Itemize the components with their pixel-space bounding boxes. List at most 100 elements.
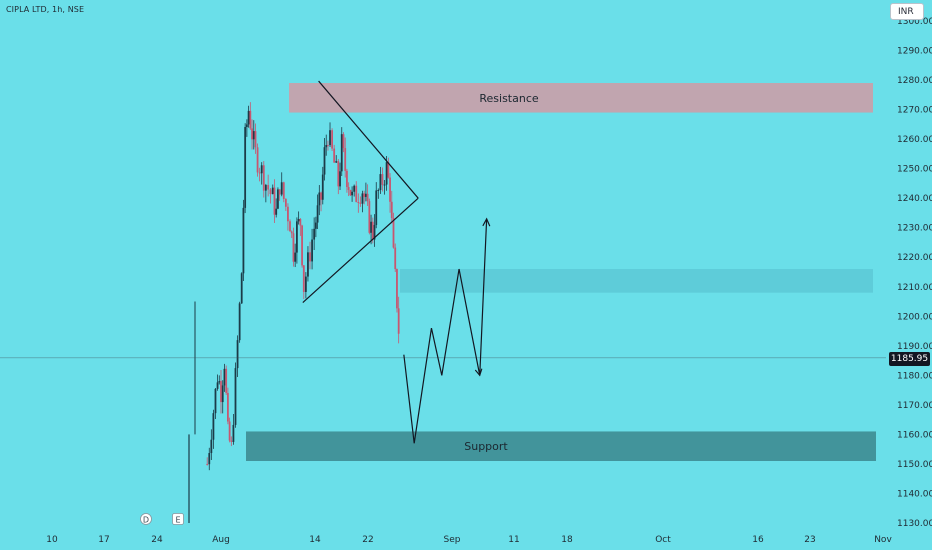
- candle-up: [383, 184, 386, 186]
- projection-arrowhead-secondary: [474, 368, 483, 377]
- candle-up: [323, 147, 326, 175]
- candle-down: [289, 221, 291, 232]
- currency-selector[interactable]: INR: [890, 3, 924, 20]
- candle-down: [392, 218, 395, 248]
- x-tick-label: 18: [561, 535, 573, 545]
- candle-up: [318, 192, 321, 206]
- projection-path[interactable]: [403, 218, 488, 444]
- candle-down: [292, 233, 295, 262]
- marker-letter: E: [175, 516, 180, 525]
- candle-down: [262, 165, 265, 191]
- dividend-marker[interactable]: [140, 513, 152, 525]
- y-tick-label: 1290.00: [897, 47, 932, 57]
- x-tick-label: Aug: [212, 535, 230, 545]
- candle-down: [267, 184, 270, 190]
- candle-up: [238, 303, 241, 341]
- candle-down: [342, 134, 345, 149]
- candle-up: [214, 388, 217, 414]
- x-tick-label: 17: [98, 535, 109, 545]
- candle-up: [294, 252, 297, 262]
- candle-up: [370, 221, 372, 233]
- candle-up: [212, 413, 215, 440]
- candle-up: [260, 165, 263, 174]
- x-tick-label: Sep: [444, 535, 461, 545]
- y-tick-label: 1190.00: [897, 342, 932, 352]
- x-tick-label: 11: [508, 535, 519, 545]
- candle-up: [377, 190, 380, 192]
- y-tick-label: 1240.00: [897, 194, 932, 204]
- zone-resistance: [289, 83, 873, 113]
- triangle-upper-line[interactable]: [318, 80, 419, 199]
- candle-up: [361, 193, 364, 204]
- candle-up: [245, 124, 248, 128]
- y-tick-label: 1210.00: [897, 283, 932, 293]
- candle-up: [325, 145, 328, 148]
- candle-down: [206, 463, 209, 465]
- candle-down: [381, 174, 384, 185]
- candle-up: [234, 368, 237, 425]
- candle-down: [301, 225, 303, 266]
- candle-down: [397, 308, 400, 334]
- candle-up: [216, 382, 219, 389]
- candle-down: [254, 131, 257, 148]
- zone-support: [246, 431, 876, 461]
- candle-up: [218, 381, 221, 383]
- y-tick-label: 1300.00: [897, 17, 932, 27]
- x-tick-label: Oct: [655, 535, 671, 545]
- candle-down: [333, 148, 336, 163]
- candle-up: [280, 182, 283, 195]
- last-price-tag: 1185.95: [889, 352, 930, 366]
- x-tick-label: 23: [804, 535, 815, 545]
- candle-up: [297, 218, 300, 222]
- candle-down: [309, 252, 311, 262]
- candle-up: [335, 161, 338, 163]
- candle-down: [349, 190, 352, 196]
- candle-down: [389, 177, 391, 202]
- x-tick-label: Nov: [874, 535, 892, 545]
- candle-up: [373, 224, 376, 240]
- candle-up: [313, 228, 316, 240]
- candle-up: [329, 130, 331, 146]
- x-tick-label: 16: [752, 535, 764, 545]
- candle-up: [240, 273, 243, 304]
- candle-down: [228, 421, 231, 441]
- y-tick-label: 1140.00: [897, 489, 932, 499]
- candle-down: [287, 206, 289, 222]
- candle-down: [230, 440, 233, 442]
- candle-down: [363, 193, 366, 197]
- candle-down: [302, 265, 305, 292]
- candle-up: [208, 453, 211, 465]
- candle-down: [290, 231, 293, 234]
- candle-down: [220, 381, 222, 403]
- symbol-exchange: NSE: [67, 5, 85, 14]
- candle-up: [314, 222, 317, 229]
- y-tick-label: 1170.00: [897, 401, 932, 411]
- triangle-lower-line[interactable]: [302, 197, 419, 303]
- candle-down: [371, 221, 374, 240]
- candle-up: [304, 276, 307, 292]
- candle-up: [385, 162, 388, 185]
- marker-letter: D: [143, 516, 149, 525]
- candle-up: [351, 191, 353, 196]
- candle-up: [340, 134, 343, 172]
- y-tick-label: 1220.00: [897, 253, 932, 263]
- candle-up: [296, 221, 298, 253]
- candle-down: [347, 187, 350, 191]
- candle-down: [225, 368, 228, 393]
- candle-up: [275, 208, 278, 215]
- candle-down: [227, 392, 229, 422]
- candle-up: [244, 127, 247, 208]
- candle-down: [344, 148, 347, 171]
- candle-down: [269, 189, 272, 195]
- y-tick-label: 1270.00: [897, 106, 932, 116]
- candle-up: [311, 239, 313, 262]
- x-tick-label: 14: [309, 535, 321, 545]
- x-tick-label: 22: [362, 535, 373, 545]
- earnings-marker[interactable]: [172, 513, 184, 525]
- candle-up: [277, 189, 279, 209]
- candle-down: [396, 269, 398, 309]
- y-tick-label: 1160.00: [897, 430, 932, 440]
- y-tick-label: 1230.00: [897, 224, 932, 234]
